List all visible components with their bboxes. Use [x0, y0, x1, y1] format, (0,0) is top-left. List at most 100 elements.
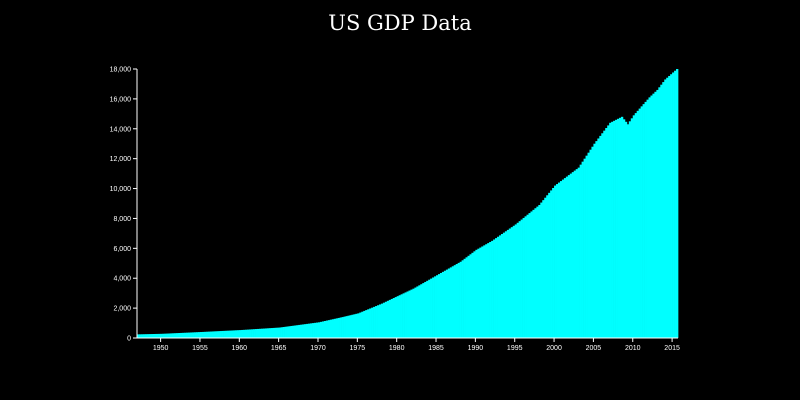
- gdp-bar: [286, 326, 289, 338]
- bars-group: [137, 69, 679, 339]
- gdp-bar: [644, 101, 647, 338]
- gdp-bar: [414, 287, 417, 338]
- y-tick-label: 10,000: [110, 186, 132, 193]
- gdp-bar: [457, 262, 460, 338]
- gdp-bar: [144, 334, 148, 338]
- gdp-bar: [377, 305, 380, 338]
- gdp-bar: [518, 221, 521, 338]
- gdp-bar: [205, 331, 209, 338]
- gdp-bar: [664, 79, 667, 339]
- gdp-bar: [382, 302, 386, 338]
- gdp-bar: [595, 141, 598, 338]
- gdp-bar: [386, 300, 390, 338]
- gdp-bar: [211, 331, 215, 338]
- gdp-bar: [335, 318, 339, 338]
- gdp-bar: [461, 260, 464, 338]
- gdp-bar: [538, 204, 541, 338]
- gdp-bar: [615, 119, 618, 338]
- gdp-bar: [312, 323, 315, 338]
- gdp-bar: [422, 283, 425, 338]
- gdp-bar: [656, 89, 659, 338]
- gdp-bar: [585, 155, 588, 338]
- gdp-bar: [329, 319, 333, 338]
- gdp-bar: [544, 197, 547, 338]
- gdp-bar: [203, 331, 207, 338]
- gdp-bar: [298, 324, 301, 338]
- gdp-bar: [166, 333, 169, 338]
- gdp-bar: [164, 333, 167, 338]
- gdp-bar: [154, 333, 158, 338]
- gdp-bar: [622, 119, 626, 338]
- gdp-bar: [514, 224, 518, 338]
- gdp-bar: [233, 330, 236, 338]
- gdp-bar: [369, 308, 372, 338]
- gdp-bar: [481, 246, 484, 338]
- gdp-bar: [268, 328, 272, 338]
- x-tick-label: 2000: [546, 345, 562, 352]
- gdp-bar: [432, 277, 435, 338]
- gdp-bar: [235, 330, 238, 338]
- gdp-bar: [201, 331, 205, 338]
- gdp-bar: [245, 329, 248, 338]
- gdp-bar: [447, 268, 451, 338]
- x-tick-label: 1985: [428, 345, 444, 352]
- gdp-bar: [197, 332, 201, 338]
- gdp-bar: [351, 314, 354, 338]
- gdp-bar: [563, 178, 567, 338]
- gdp-bar: [278, 327, 281, 338]
- gdp-bar: [449, 267, 453, 338]
- gdp-bar: [552, 188, 555, 338]
- gdp-bar: [339, 317, 342, 338]
- gdp-bar: [223, 330, 226, 338]
- gdp-bar: [363, 310, 366, 338]
- x-tick-label: 1965: [271, 345, 287, 352]
- gdp-bar: [300, 324, 303, 338]
- x-tick-label: 1980: [389, 345, 405, 352]
- gdp-bar: [628, 121, 632, 338]
- gdp-bar: [441, 271, 445, 338]
- gdp-bar: [404, 292, 407, 338]
- gdp-bar: [359, 312, 362, 338]
- gdp-bar: [231, 330, 234, 338]
- gdp-bar: [662, 82, 665, 338]
- gdp-bar: [428, 279, 431, 338]
- gdp-bar: [292, 325, 295, 338]
- gdp-bar: [229, 330, 232, 338]
- gdp-bar: [406, 291, 409, 338]
- gdp-bar: [579, 164, 582, 338]
- gdp-bar: [264, 328, 268, 338]
- gdp-bar: [251, 329, 254, 338]
- y-tick-label: 12,000: [110, 156, 132, 163]
- gdp-bar: [146, 334, 150, 338]
- gdp-bar: [630, 118, 634, 338]
- gdp-bar: [217, 331, 220, 338]
- gdp-bar: [548, 192, 551, 338]
- gdp-bar: [325, 320, 329, 338]
- gdp-bar: [172, 333, 175, 338]
- gdp-bar: [138, 334, 142, 338]
- gdp-bar: [648, 97, 651, 338]
- gdp-bar: [388, 299, 392, 338]
- y-tick-label: 0: [127, 336, 131, 343]
- gdp-bar: [152, 334, 156, 338]
- x-tick-label: 1955: [192, 345, 208, 352]
- gdp-bar: [213, 331, 217, 338]
- gdp-bar: [199, 332, 203, 338]
- gdp-bar: [477, 248, 480, 338]
- gdp-bar: [485, 244, 488, 338]
- gdp-bar: [436, 275, 439, 338]
- gdp-bar: [526, 214, 529, 338]
- gdp-bar: [500, 234, 504, 338]
- gdp-bar: [660, 84, 663, 338]
- gdp-bar: [274, 327, 278, 338]
- gdp-bar: [424, 281, 427, 338]
- gdp-bar: [674, 70, 677, 339]
- gdp-bar: [308, 323, 311, 338]
- gdp-bar: [361, 311, 364, 338]
- gdp-bar: [192, 332, 195, 338]
- gdp-bar: [670, 74, 673, 338]
- gdp-bar: [296, 325, 299, 338]
- gdp-bar: [184, 332, 187, 338]
- gdp-bar: [471, 252, 474, 338]
- gdp-bar: [607, 125, 610, 338]
